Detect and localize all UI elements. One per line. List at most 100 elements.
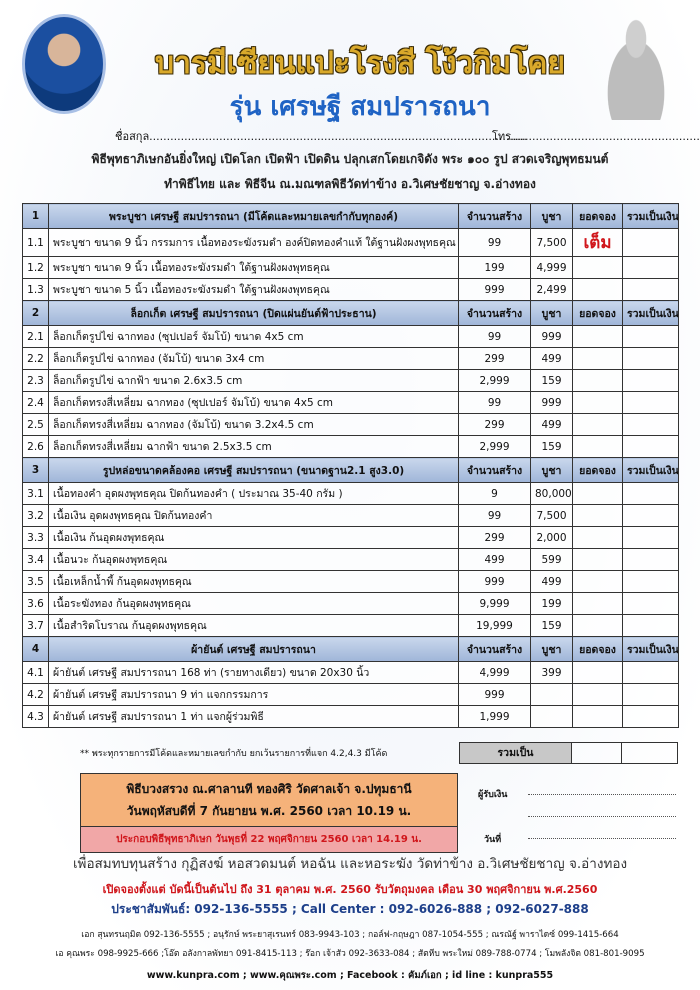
page-subtitle: รุ่น เศรษฐี สมปรารถนา — [229, 92, 491, 122]
table-row: 3.4 เนื้อนวะ ก้นอุดผงพุทธคุณ 499 599 — [22, 548, 679, 571]
item-total-cell[interactable] — [622, 369, 679, 392]
section-title: พระบูชา เศรษฐี สมปรารถนา (มีโค้ดและหมายเ… — [48, 203, 459, 229]
column-total: รวมเป็นเงิน — [622, 457, 679, 483]
item-total-cell[interactable] — [622, 570, 679, 593]
receiver-line[interactable] — [528, 794, 676, 795]
item-booked-cell[interactable]: เต็ม — [572, 228, 623, 257]
table-row: 1.3 พระบูชา ขนาด 5 นิ้ว เนื้อทองระฆังรมดำ… — [22, 278, 679, 301]
item-total-cell[interactable] — [622, 482, 679, 505]
item-booked-cell[interactable] — [572, 592, 623, 615]
item-price: 499 — [530, 413, 573, 436]
item-description: ล็อกเก็ตทรงสี่เหลี่ยม ฉากทอง (จัมโบ้) ขน… — [48, 413, 459, 436]
item-price: 159 — [530, 435, 573, 458]
item-booked-cell[interactable] — [572, 614, 623, 637]
item-total-cell[interactable] — [622, 347, 679, 370]
date-line[interactable] — [528, 838, 676, 839]
section-header: 1 พระบูชา เศรษฐี สมปรารถนา (มีโค้ดและหมาย… — [22, 203, 679, 229]
item-total-cell[interactable] — [622, 228, 679, 257]
item-qty: 299 — [458, 526, 531, 549]
item-number: 3.1 — [22, 482, 49, 505]
item-number: 4.1 — [22, 661, 49, 684]
item-booked-cell[interactable] — [572, 482, 623, 505]
section-title: ล็อกเก็ต เศรษฐี สมปรารถนา (ปิดแผ่นยันต์ฟ… — [48, 300, 459, 326]
section-title: ผ้ายันต์ เศรษฐี สมปรารถนา — [48, 636, 459, 662]
item-price — [530, 705, 573, 728]
item-total-cell[interactable] — [622, 548, 679, 571]
item-qty: 99 — [458, 391, 531, 414]
item-total-cell[interactable] — [622, 256, 679, 279]
item-description: ผ้ายันต์ เศรษฐี สมปรารถนา 1 ท่า แจกผู้ร่… — [48, 705, 459, 728]
item-qty: 999 — [458, 570, 531, 593]
item-qty: 2,999 — [458, 369, 531, 392]
item-total-cell[interactable] — [622, 391, 679, 414]
buddha-statue-photo — [592, 12, 680, 120]
item-total-cell[interactable] — [622, 526, 679, 549]
grand-total-amount-cell[interactable] — [622, 743, 677, 763]
item-total-cell[interactable] — [622, 435, 679, 458]
item-qty: 1,999 — [458, 705, 531, 728]
column-qty: จำนวนสร้าง — [458, 300, 531, 326]
item-total-cell[interactable] — [622, 278, 679, 301]
item-qty: 299 — [458, 347, 531, 370]
item-number: 2.3 — [22, 369, 49, 392]
item-description: เนื้อสำริดโบราณ ก้นอุดผงพุทธคุณ — [48, 614, 459, 637]
page-title: บารมีเซียนแปะโรงสี โง้วกิมโคย — [155, 46, 565, 81]
section-number: 1 — [22, 203, 49, 229]
item-booked-cell[interactable] — [572, 570, 623, 593]
column-total: รวมเป็นเงิน — [622, 636, 679, 662]
item-booked-cell[interactable] — [572, 526, 623, 549]
item-qty: 499 — [458, 548, 531, 571]
item-price: 2,499 — [530, 278, 573, 301]
name-field[interactable]: ชื่อสกุล................................… — [115, 130, 527, 143]
item-description: ผ้ายันต์ เศรษฐี สมปรารถนา 9 ท่า แจกกรรมก… — [48, 683, 459, 706]
receiver-line-2[interactable] — [528, 816, 676, 817]
item-description: เนื้อระฆังทอง ก้นอุดผงพุทธคุณ — [48, 592, 459, 615]
item-booked-cell[interactable] — [572, 347, 623, 370]
item-price: 499 — [530, 570, 573, 593]
item-description: พระบูชา ขนาด 9 นิ้ว กรรมการ เนื้อทองระฆั… — [48, 228, 459, 257]
item-booked-cell[interactable] — [572, 683, 623, 706]
item-price: 7,500 — [530, 228, 573, 257]
item-total-cell[interactable] — [622, 504, 679, 527]
table-row: 4.1 ผ้ายันต์ เศรษฐี สมปรารถนา 168 ท่า (รา… — [22, 661, 679, 684]
item-total-cell[interactable] — [622, 325, 679, 348]
item-number: 3.7 — [22, 614, 49, 637]
item-price: 499 — [530, 347, 573, 370]
item-booked-cell[interactable] — [572, 435, 623, 458]
item-total-cell[interactable] — [622, 705, 679, 728]
item-total-cell[interactable] — [622, 614, 679, 637]
phone-field[interactable]: โทร.....................................… — [492, 130, 700, 143]
item-booked-cell[interactable] — [572, 325, 623, 348]
item-qty: 999 — [458, 683, 531, 706]
column-booked: ยอดจอง — [572, 457, 623, 483]
item-total-cell[interactable] — [622, 661, 679, 684]
table-row: 3.5 เนื้อเหล็กน้ำพี้ ก้นอุดผงพุทธคุณ 999 49… — [22, 570, 679, 593]
item-description: เนื้อเงิน ก้นอุดผงพุทธคุณ — [48, 526, 459, 549]
item-booked-cell[interactable] — [572, 548, 623, 571]
grand-total-booked-cell[interactable] — [572, 743, 622, 763]
grand-total-row: รวมเป็น — [459, 742, 678, 764]
item-total-cell[interactable] — [622, 413, 679, 436]
item-qty: 99 — [458, 504, 531, 527]
item-booked-cell[interactable] — [572, 661, 623, 684]
column-qty: จำนวนสร้าง — [458, 636, 531, 662]
item-booked-cell[interactable] — [572, 413, 623, 436]
item-booked-cell[interactable] — [572, 278, 623, 301]
item-number: 2.5 — [22, 413, 49, 436]
column-qty: จำนวนสร้าง — [458, 203, 531, 229]
table-row: 3.6 เนื้อระฆังทอง ก้นอุดผงพุทธคุณ 9,999 199 — [22, 592, 679, 615]
item-booked-cell[interactable] — [572, 256, 623, 279]
item-booked-cell[interactable] — [572, 369, 623, 392]
table-row: 1.2 พระบูชา ขนาด 9 นิ้ว เนื้อทองระฆังรมดำ… — [22, 256, 679, 279]
item-number: 4.2 — [22, 683, 49, 706]
item-booked-cell[interactable] — [572, 391, 623, 414]
item-total-cell[interactable] — [622, 592, 679, 615]
item-description: ล็อกเก็ตรูปไข่ ฉากทอง (จัมโบ้) ขนาด 3x4 … — [48, 347, 459, 370]
item-price: 80,000 — [530, 482, 573, 505]
item-qty: 19,999 — [458, 614, 531, 637]
item-total-cell[interactable] — [622, 683, 679, 706]
item-booked-cell[interactable] — [572, 705, 623, 728]
item-price: 159 — [530, 369, 573, 392]
item-number: 1.3 — [22, 278, 49, 301]
item-booked-cell[interactable] — [572, 504, 623, 527]
